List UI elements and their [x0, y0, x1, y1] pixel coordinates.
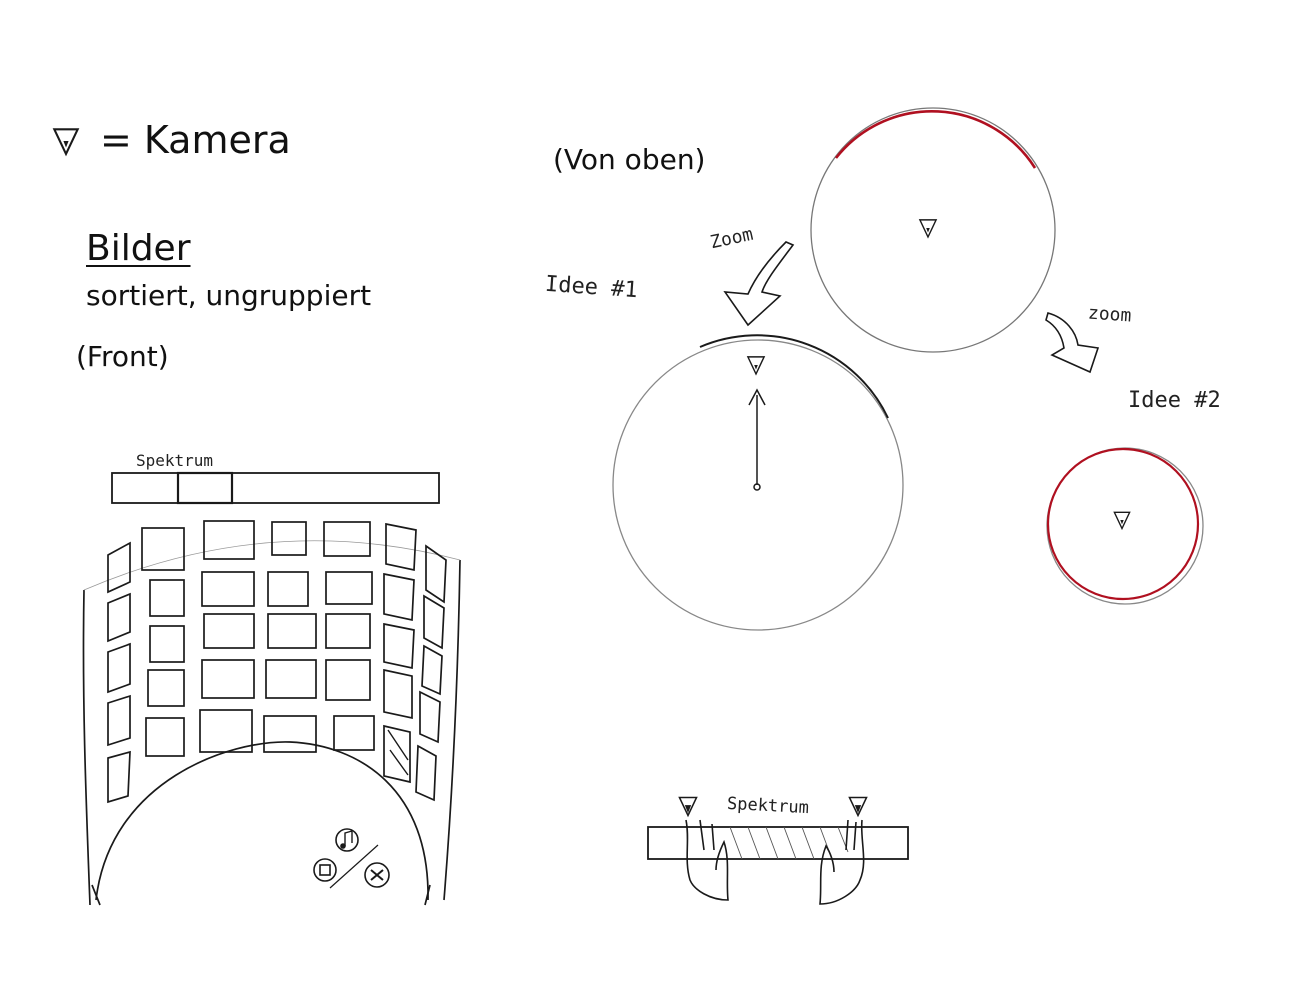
hand-right[interactable]: [819, 819, 865, 905]
camera-icon: [678, 796, 698, 817]
zoom-arrow-2: [1045, 312, 1100, 374]
idea2-circle: [1046, 447, 1204, 605]
hand-left[interactable]: [685, 819, 729, 901]
top-view-circle: [810, 107, 1056, 353]
zoom-arrow-1: [723, 241, 795, 327]
camera-icon: [747, 356, 765, 375]
video-icon[interactable]: [364, 862, 390, 888]
front-view-label: (Front): [76, 340, 169, 373]
page-title: Bilder: [86, 228, 191, 269]
spectrum-label-front: Spektrum: [136, 451, 214, 470]
camera-legend-label: = Kamera: [100, 118, 291, 162]
spectrum-bar-front: [111, 471, 440, 505]
image-wall: [82, 520, 461, 906]
image-icon[interactable]: [313, 858, 337, 882]
media-icons: [313, 828, 390, 889]
camera-icon: [53, 128, 79, 156]
camera-icon: [919, 219, 937, 238]
idea2-label: Idee #2: [1128, 388, 1221, 413]
music-icon[interactable]: [335, 828, 359, 852]
top-view-label: (Von oben): [553, 143, 706, 176]
camera-icon: [848, 796, 868, 817]
page-subtitle: sortiert, ungruppiert: [86, 279, 372, 312]
camera-icon: [1113, 511, 1131, 530]
idea1-circle: [612, 334, 904, 631]
spectrum-bar-bottom: [647, 796, 909, 860]
